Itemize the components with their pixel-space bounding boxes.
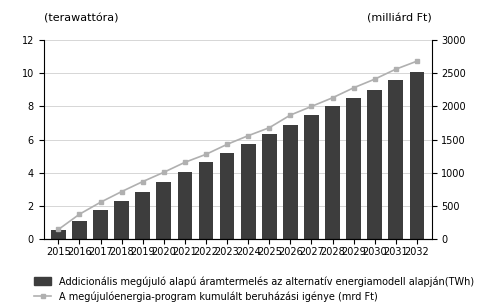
- Bar: [177, 172, 192, 239]
- Text: (milliárd Ft): (milliárd Ft): [366, 14, 431, 24]
- Bar: [198, 162, 213, 239]
- Bar: [156, 182, 171, 239]
- Bar: [282, 125, 297, 239]
- Bar: [388, 80, 402, 239]
- Bar: [324, 107, 339, 239]
- Bar: [219, 153, 234, 239]
- Bar: [241, 144, 255, 239]
- Bar: [114, 201, 129, 239]
- Bar: [261, 134, 276, 239]
- Bar: [366, 90, 381, 239]
- Bar: [135, 192, 150, 239]
- Bar: [51, 230, 66, 239]
- Bar: [303, 115, 318, 239]
- Bar: [346, 98, 360, 239]
- Bar: [93, 210, 108, 239]
- Legend: Addicionális megújuló alapú áramtermelés az alternatív energiamodell alapján(TWh: Addicionális megújuló alapú áramtermelés…: [34, 276, 473, 302]
- Bar: [408, 72, 424, 239]
- Text: (terawattóra): (terawattóra): [44, 14, 118, 24]
- Bar: [72, 221, 87, 239]
